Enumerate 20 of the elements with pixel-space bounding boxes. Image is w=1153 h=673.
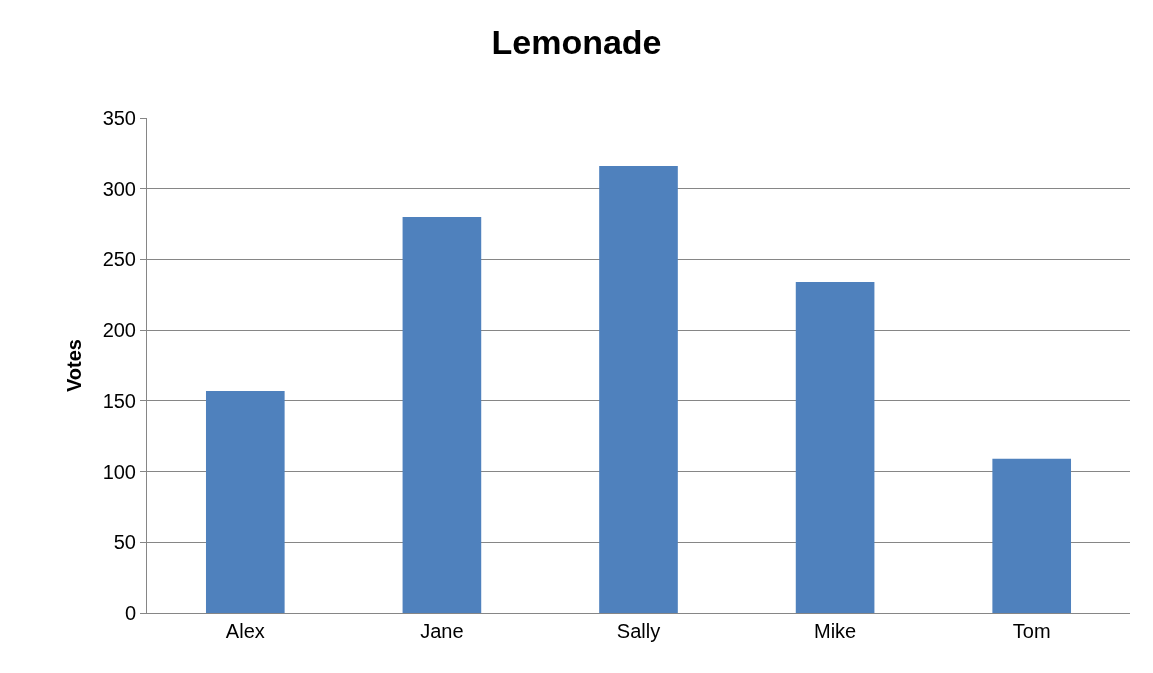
bar [599, 166, 678, 613]
bar [992, 458, 1072, 613]
y-tick-label: 150 [102, 389, 136, 412]
bar [402, 217, 482, 613]
y-tick-label: 200 [102, 319, 136, 342]
bar [795, 282, 875, 613]
x-tick-label: Alex [225, 620, 265, 642]
x-tick-label: Jane [420, 620, 464, 642]
x-tick-label: Mike [813, 620, 857, 642]
x-tick-label: Sally [616, 620, 661, 642]
y-axis-title: Votes [63, 339, 86, 392]
bar [205, 390, 285, 613]
y-tick-label: 250 [102, 248, 136, 271]
y-tick-label: 0 [124, 602, 136, 624]
y-tick-label: 300 [102, 177, 136, 200]
chart-title: Lemonade [491, 23, 662, 62]
y-tick-label: 100 [102, 460, 136, 483]
y-tick-label: 50 [113, 531, 136, 554]
x-tick-label: Tom [1012, 620, 1051, 642]
y-tick-label: 350 [102, 107, 136, 129]
